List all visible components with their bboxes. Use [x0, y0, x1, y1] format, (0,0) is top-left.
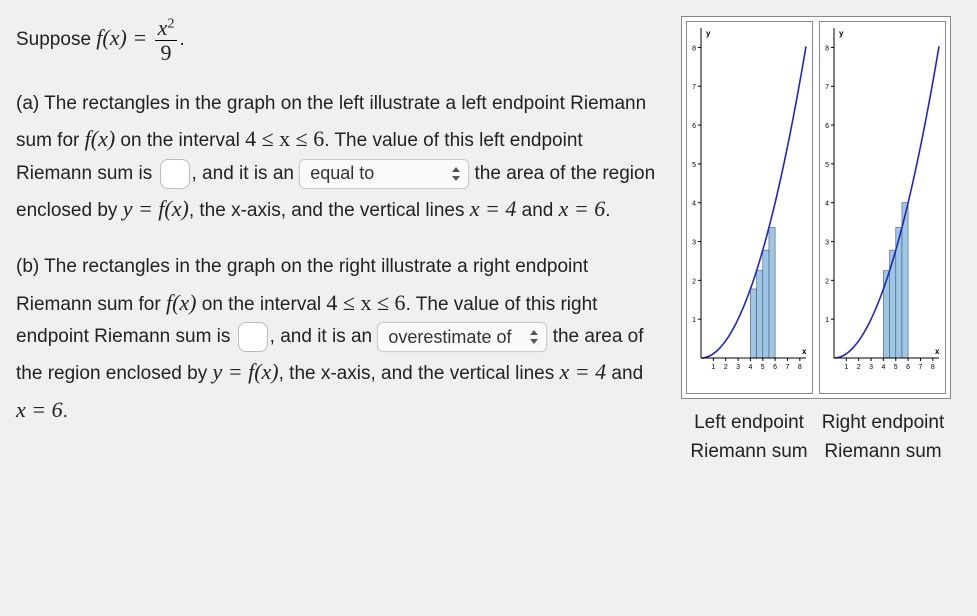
a-t8: .	[605, 200, 610, 221]
svg-text:8: 8	[692, 45, 696, 52]
svg-text:1: 1	[711, 364, 715, 371]
svg-text:2: 2	[724, 364, 728, 371]
intro-paragraph: Suppose f(x) = x2 9 .	[16, 16, 656, 64]
a-interval: 4 ≤ x ≤ 6	[245, 126, 324, 151]
a-eq1: y = f(x)	[123, 196, 189, 221]
svg-text:4: 4	[881, 364, 885, 371]
a-t2: on the interval	[115, 130, 245, 151]
chevron-updown-icon	[452, 167, 462, 181]
graphs-row: 1 2 3 4 5 6 7 8 1 2 3 4 5 6 7 8 x y 1 2 3 4 5 6 7 8 1 2 3 4 5 6 7 8 x y	[681, 16, 951, 399]
main-container: Suppose f(x) = x2 9 . (a) The rectangles…	[16, 16, 961, 466]
svg-text:6: 6	[773, 364, 777, 371]
svg-text:7: 7	[825, 84, 829, 91]
a-fx: f(x)	[85, 126, 116, 151]
left-graph-svg: 1 2 3 4 5 6 7 8 1 2 3 4 5 6 7 8 x y	[687, 22, 812, 382]
left-sum-input[interactable]	[160, 159, 190, 189]
svg-text:6: 6	[906, 364, 910, 371]
a-eq2: x = 4	[470, 196, 517, 221]
b-t6: , the x-axis, and the vertical lines	[279, 363, 560, 384]
svg-text:2: 2	[857, 364, 861, 371]
part-a-paragraph: (a) The rectangles in the graph on the l…	[16, 88, 656, 227]
svg-text:8: 8	[931, 364, 935, 371]
svg-text:x: x	[802, 347, 807, 356]
svg-text:1: 1	[692, 317, 696, 324]
b-eq2: x = 4	[560, 359, 607, 384]
svg-text:7: 7	[692, 84, 696, 91]
svg-text:3: 3	[692, 240, 696, 247]
fn-lhs: f(x) =	[96, 25, 152, 50]
svg-text:3: 3	[825, 240, 829, 247]
b-t8: .	[63, 401, 68, 422]
part-b-paragraph: (b) The rectangles in the graph on the r…	[16, 251, 656, 428]
a-t7: and	[516, 200, 558, 221]
svg-text:7: 7	[919, 364, 923, 371]
intro-suffix: .	[179, 29, 184, 50]
right-sum-input[interactable]	[238, 322, 268, 352]
b-t2: on the interval	[196, 294, 326, 315]
frac-num: x2	[155, 16, 178, 41]
svg-text:3: 3	[736, 364, 740, 371]
svg-text:4: 4	[748, 364, 752, 371]
b-eq3: x = 6	[16, 397, 63, 422]
chevron-updown-icon	[530, 330, 540, 344]
right-graph-svg: 1 2 3 4 5 6 7 8 1 2 3 4 5 6 7 8 x y	[820, 22, 945, 382]
a-t6: , the x-axis, and the vertical lines	[189, 200, 470, 221]
graphs-column: 1 2 3 4 5 6 7 8 1 2 3 4 5 6 7 8 x y 1 2 3 4 5 6 7 8 1 2 3 4 5 6 7 8 x y Le…	[676, 16, 956, 466]
svg-text:5: 5	[894, 364, 898, 371]
svg-text:1: 1	[844, 364, 848, 371]
svg-text:5: 5	[761, 364, 765, 371]
right-graph: 1 2 3 4 5 6 7 8 1 2 3 4 5 6 7 8 x y	[819, 21, 946, 394]
b-fx: f(x)	[166, 290, 197, 315]
a-t4: , and it is an	[192, 163, 300, 184]
svg-text:y: y	[706, 29, 711, 38]
intro-prefix: Suppose	[16, 29, 96, 50]
fraction: x2 9	[155, 16, 178, 64]
b-interval: 4 ≤ x ≤ 6	[326, 290, 405, 315]
b-t4: , and it is an	[270, 326, 378, 347]
left-relation-value: equal to	[310, 158, 374, 189]
svg-text:y: y	[839, 29, 844, 38]
right-caption: Right endpoint Riemann sum	[819, 409, 947, 466]
svg-text:5: 5	[692, 162, 696, 169]
svg-text:x: x	[935, 347, 940, 356]
a-eq3: x = 6	[559, 196, 606, 221]
svg-text:4: 4	[692, 201, 696, 208]
frac-den: 9	[155, 41, 178, 64]
left-caption: Left endpoint Riemann sum	[685, 409, 813, 466]
text-column: Suppose f(x) = x2 9 . (a) The rectangles…	[16, 16, 656, 466]
b-eq1: y = f(x)	[212, 359, 278, 384]
right-relation-select[interactable]: overestimate of	[377, 322, 547, 352]
svg-text:8: 8	[798, 364, 802, 371]
svg-text:7: 7	[786, 364, 790, 371]
svg-text:6: 6	[692, 123, 696, 130]
svg-text:3: 3	[869, 364, 873, 371]
svg-text:5: 5	[825, 162, 829, 169]
svg-text:2: 2	[825, 278, 829, 285]
svg-text:1: 1	[825, 317, 829, 324]
b-t7: and	[606, 363, 643, 384]
left-relation-select[interactable]: equal to	[299, 159, 469, 189]
svg-text:8: 8	[825, 45, 829, 52]
svg-text:6: 6	[825, 123, 829, 130]
captions-row: Left endpoint Riemann sum Right endpoint…	[676, 409, 956, 466]
left-graph: 1 2 3 4 5 6 7 8 1 2 3 4 5 6 7 8 x y	[686, 21, 813, 394]
svg-text:4: 4	[825, 201, 829, 208]
svg-text:2: 2	[692, 278, 696, 285]
right-relation-value: overestimate of	[388, 322, 511, 353]
